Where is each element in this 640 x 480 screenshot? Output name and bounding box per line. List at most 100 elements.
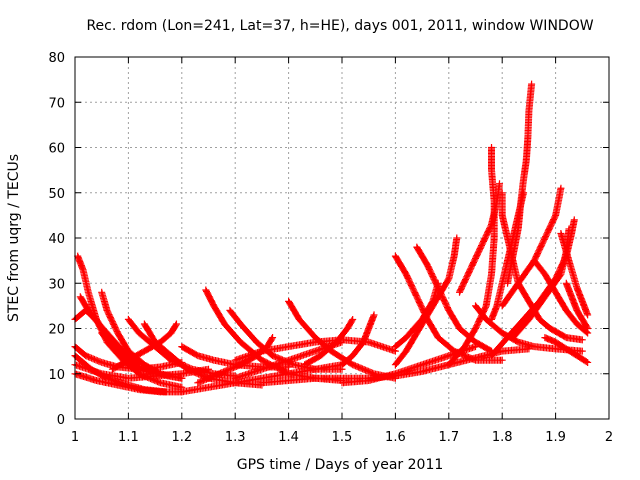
data-point xyxy=(488,315,496,323)
marker-segment xyxy=(514,258,537,287)
marker-segment xyxy=(301,352,323,369)
marker-segment xyxy=(215,361,243,378)
y-tick-label: 60 xyxy=(48,142,65,157)
x-tick-label: 1.7 xyxy=(438,430,459,445)
y-tick-label: 80 xyxy=(48,51,65,66)
marker-segment xyxy=(568,266,580,290)
x-tick-label: 1 xyxy=(71,430,79,445)
x-tick-labels: 1 1.1 1.2 1.3 1.4 1.5 1.6 1.7 1.8 1.9 2 xyxy=(71,430,613,445)
data-point xyxy=(172,320,180,328)
marker-segment xyxy=(498,211,511,240)
data-point xyxy=(584,325,592,332)
data-point xyxy=(178,374,186,382)
y-tick-labels: 0 10 20 30 40 50 60 70 80 xyxy=(48,51,65,428)
marker-segment xyxy=(493,279,506,308)
marker-segment xyxy=(237,352,259,369)
data-point xyxy=(162,388,170,396)
marker-segment xyxy=(530,343,558,353)
marker-segment xyxy=(530,257,548,277)
data-point xyxy=(578,347,586,355)
marker-segment xyxy=(82,352,104,366)
marker-segment xyxy=(504,317,527,342)
marker-segment xyxy=(338,353,355,369)
data-point xyxy=(584,311,592,319)
x-tick-label: 1.8 xyxy=(492,430,513,445)
data-point xyxy=(391,343,399,351)
data-point xyxy=(584,358,592,366)
marker-segment xyxy=(391,348,409,369)
marker-segment xyxy=(456,267,473,296)
marker-segment xyxy=(488,199,500,228)
marker-segment xyxy=(461,326,479,351)
y-tick-label: 0 xyxy=(57,413,65,428)
marker-segment xyxy=(151,343,174,363)
marker-segment xyxy=(434,276,452,301)
marker-segment xyxy=(317,339,339,360)
marker-segment xyxy=(499,257,511,286)
marker-segment xyxy=(221,320,243,345)
marker-segment xyxy=(522,134,532,164)
marker-segment xyxy=(156,379,184,391)
series-arc-34 xyxy=(504,80,536,287)
marker-segment xyxy=(568,293,580,313)
x-tick-label: 1.1 xyxy=(118,430,139,445)
marker-segment xyxy=(202,286,217,309)
data-point xyxy=(349,315,357,323)
data-point xyxy=(269,334,277,342)
marker-segment xyxy=(418,352,451,369)
axis-ticks xyxy=(74,56,610,420)
marker-segment xyxy=(231,366,264,382)
marker-segment xyxy=(167,321,180,337)
x-tick-label: 2 xyxy=(605,430,613,445)
marker-segment xyxy=(488,335,510,360)
series-arc-32 xyxy=(498,189,586,344)
x-tick-label: 1.5 xyxy=(332,430,353,445)
marker-segment xyxy=(573,320,590,336)
marker-segment xyxy=(514,198,525,231)
marker-segment xyxy=(349,339,366,360)
marker-segment xyxy=(536,315,553,331)
marker-segment xyxy=(103,329,126,354)
y-tick-label: 50 xyxy=(48,187,65,202)
marker-segment xyxy=(237,320,260,345)
marker-segment xyxy=(391,252,409,277)
marker-segment xyxy=(359,326,372,346)
x-tick-label: 1.6 xyxy=(385,430,406,445)
data-point xyxy=(151,370,159,378)
marker-segment xyxy=(178,384,211,396)
marker-segment xyxy=(488,236,498,278)
series-arc-21 xyxy=(301,315,357,369)
marker-segment xyxy=(477,222,495,251)
marker-segment xyxy=(573,306,585,322)
data-point xyxy=(557,184,565,192)
x-tick-label: 1.4 xyxy=(278,430,299,445)
marker-segment xyxy=(393,334,410,350)
marker-segment xyxy=(450,236,461,260)
marker-segment xyxy=(402,330,420,355)
marker-segment xyxy=(98,288,111,313)
marker-segment xyxy=(231,348,264,364)
data-point xyxy=(578,336,586,344)
series-arc-40 xyxy=(562,279,592,332)
y-axis-label: STEC from uqrg / TECUs xyxy=(6,154,22,322)
x-axis-label: GPS time / Days of year 2011 xyxy=(237,457,444,473)
marker-segment xyxy=(573,352,590,366)
marker-segment xyxy=(524,107,533,141)
marker-segment xyxy=(472,338,494,354)
marker-segment xyxy=(562,334,585,344)
x-tick-label: 1.2 xyxy=(171,430,192,445)
series-arc-41 xyxy=(541,334,592,366)
marker-segment xyxy=(413,243,431,268)
marker-segment xyxy=(525,294,548,323)
marker-segment xyxy=(488,302,501,322)
marker-segment xyxy=(124,348,147,364)
marker-segment xyxy=(466,245,484,274)
marker-segment xyxy=(578,297,591,318)
marker-segment xyxy=(562,248,575,272)
marker-segment xyxy=(114,329,132,354)
marker-segment xyxy=(514,338,537,350)
marker-segment xyxy=(434,334,457,354)
marker-segment xyxy=(140,320,158,345)
marker-segment xyxy=(151,338,174,359)
y-tick-label: 30 xyxy=(48,277,65,292)
